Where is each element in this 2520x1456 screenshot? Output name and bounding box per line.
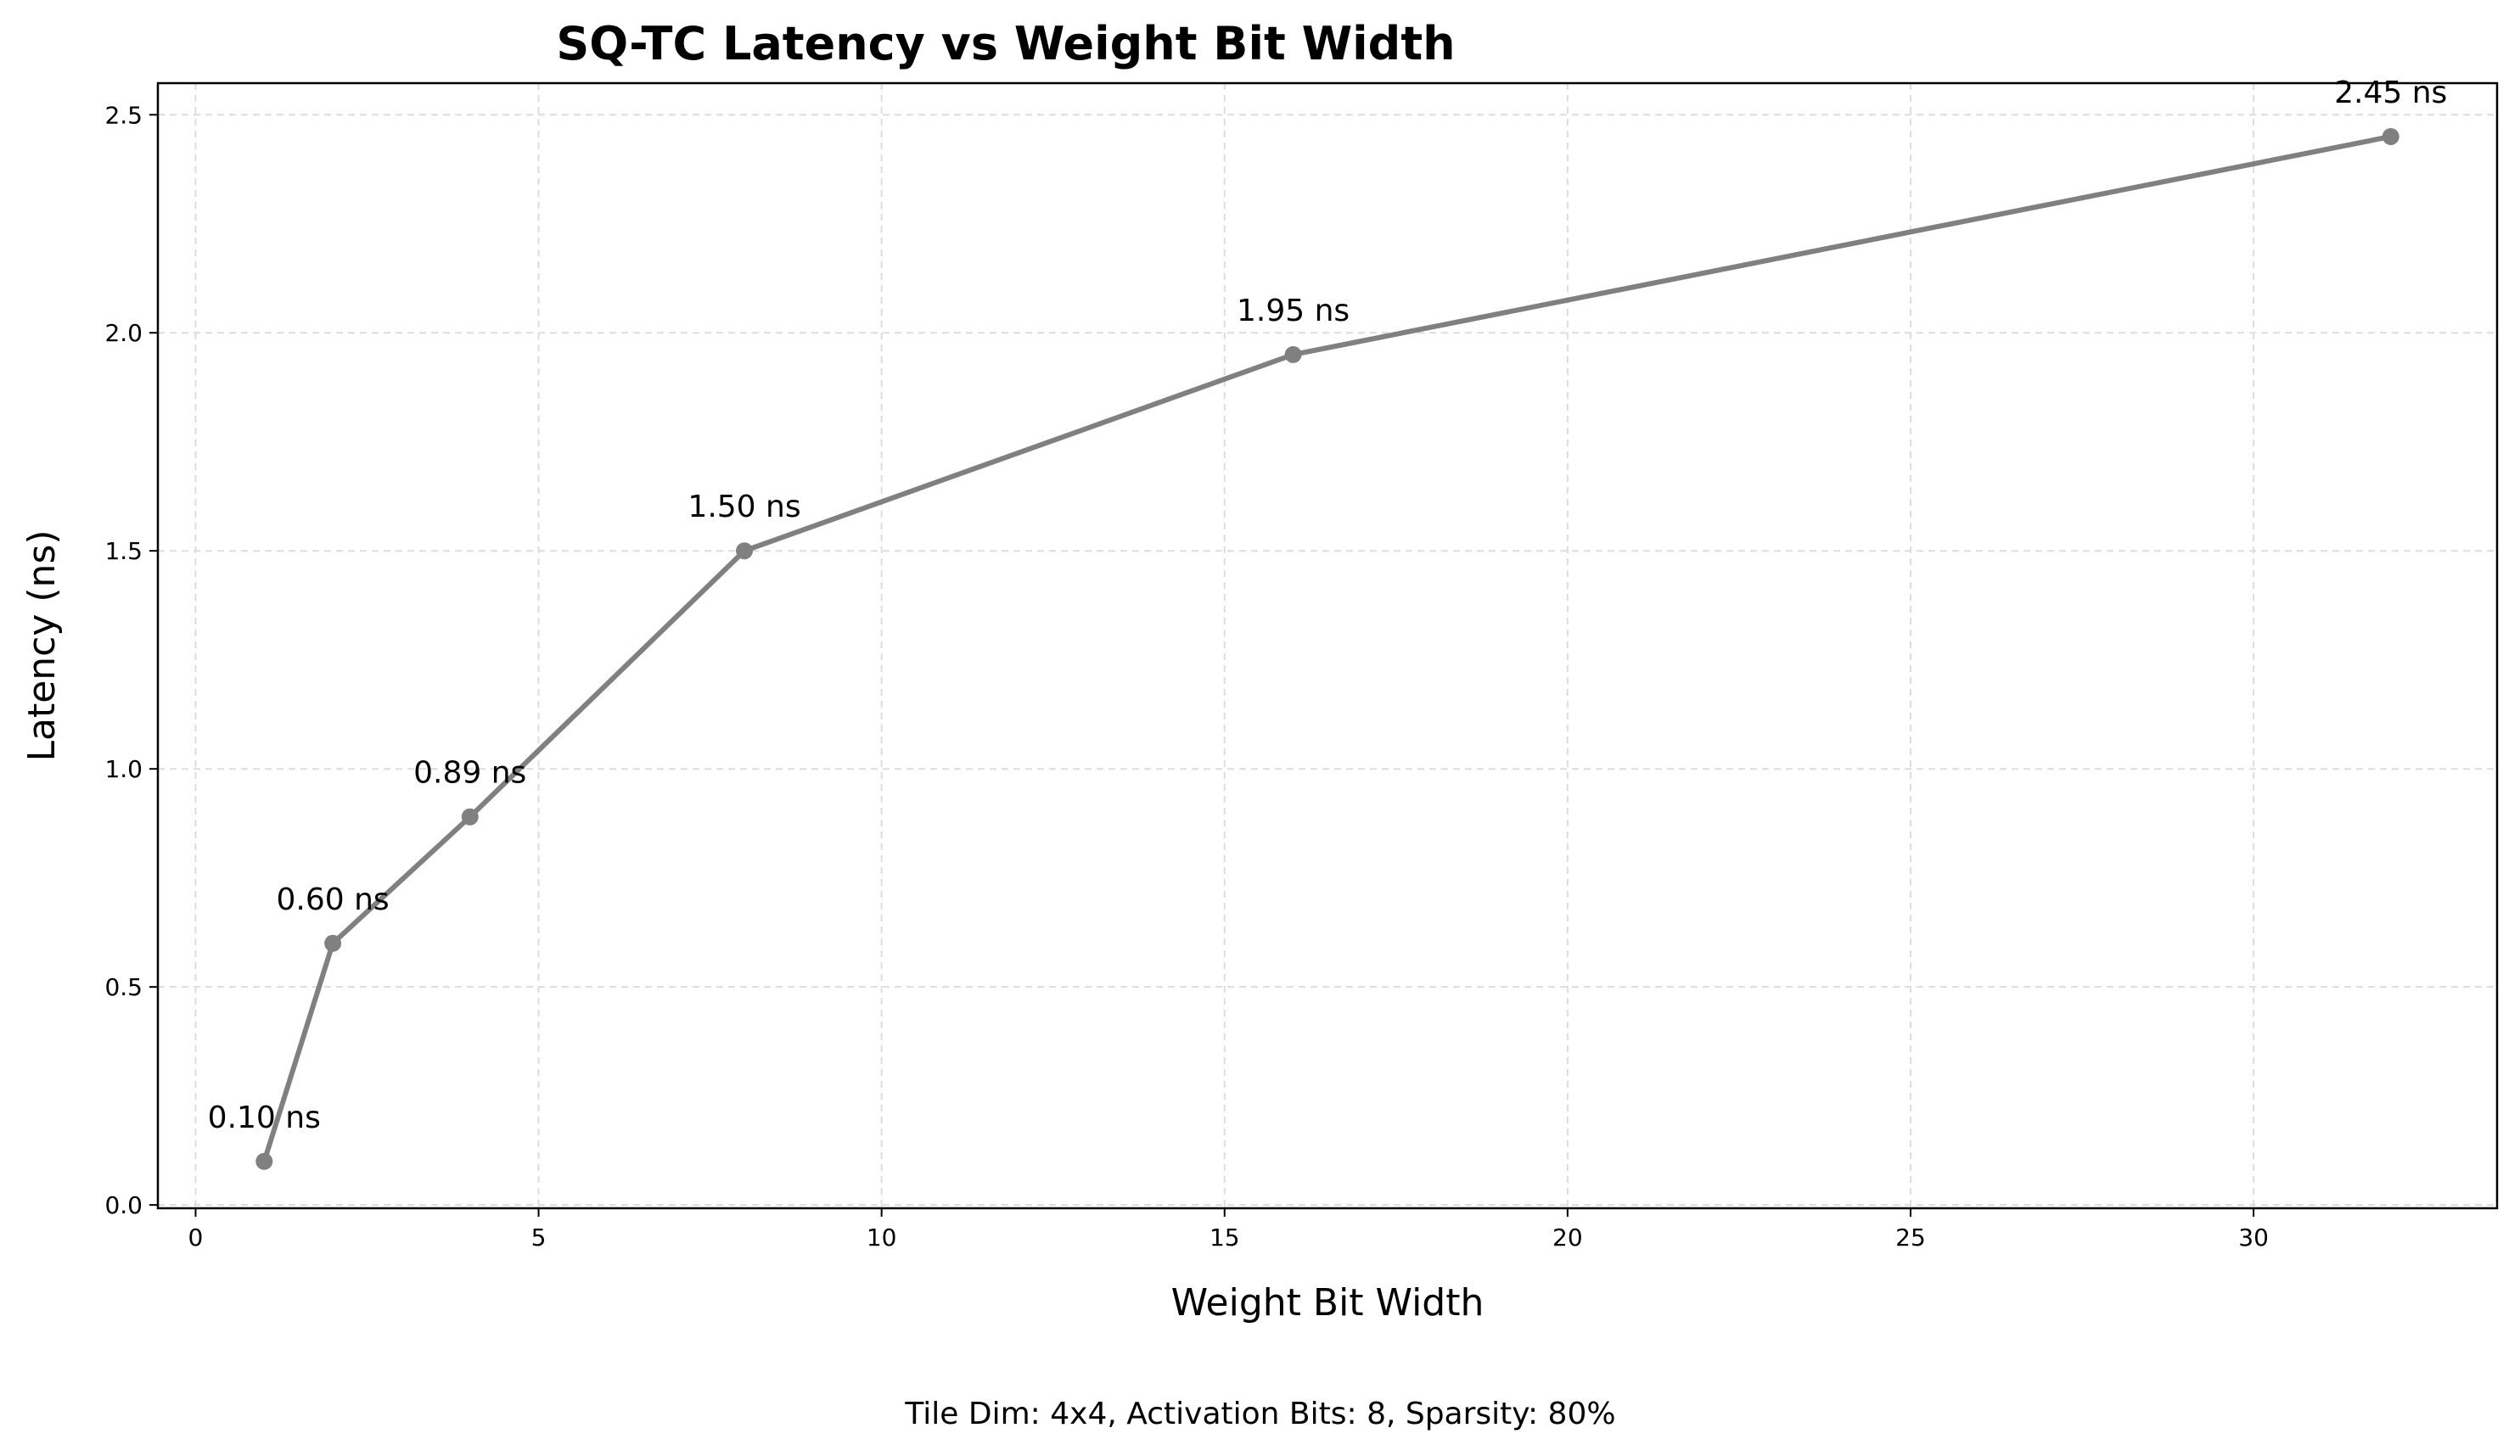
y-tick-label: 0.0 bbox=[104, 1191, 143, 1219]
y-tick-label: 1.5 bbox=[104, 537, 143, 565]
data-label: 0.60 ns bbox=[277, 882, 390, 917]
data-point bbox=[2382, 127, 2399, 145]
tick-layer: 0 5 10 15 20 25 30 0.0 0.5 1.0 1.5 2.0 2.5 bbox=[104, 101, 2268, 1252]
series-layer bbox=[255, 127, 2399, 1170]
data-label: 1.50 ns bbox=[688, 490, 800, 524]
data-label: 1.95 ns bbox=[1237, 294, 1350, 328]
x-tick-label: 0 bbox=[188, 1224, 204, 1252]
chart-footnote: Tile Dim: 4x4, Activation Bits: 8, Spars… bbox=[904, 1397, 1615, 1431]
x-axis-label: Weight Bit Width bbox=[1171, 1281, 1484, 1324]
x-tick-label: 25 bbox=[1895, 1224, 1926, 1252]
data-point bbox=[255, 1152, 273, 1170]
grid-layer bbox=[158, 83, 2497, 1208]
data-label: 2.45 ns bbox=[2334, 76, 2447, 110]
y-axis-label: Latency (ns) bbox=[20, 529, 64, 761]
data-label: 0.10 ns bbox=[208, 1100, 321, 1135]
x-tick-label: 15 bbox=[1209, 1224, 1240, 1252]
series-line bbox=[261, 133, 2394, 1164]
data-point bbox=[1284, 345, 1302, 363]
chart-title: SQ-TC Latency vs Weight Bit Width bbox=[556, 17, 1455, 70]
y-tick-label: 2.5 bbox=[104, 101, 143, 129]
plot-frame bbox=[156, 81, 2499, 1210]
x-tick-label: 10 bbox=[867, 1224, 897, 1252]
data-point bbox=[461, 808, 479, 826]
x-tick-label: 30 bbox=[2238, 1224, 2269, 1252]
y-tick-label: 1.0 bbox=[104, 755, 143, 783]
data-point bbox=[324, 934, 342, 952]
y-tick-label: 2.0 bbox=[104, 319, 143, 347]
label-layer: 0.10 ns 0.60 ns 0.89 ns 1.50 ns 1.95 ns 2.45 … bbox=[208, 76, 2448, 1135]
y-tick-label: 0.5 bbox=[104, 973, 143, 1001]
data-label: 0.89 ns bbox=[413, 756, 526, 791]
x-tick-label: 20 bbox=[1552, 1224, 1583, 1252]
x-tick-label: 5 bbox=[531, 1224, 547, 1252]
data-point bbox=[736, 542, 754, 560]
